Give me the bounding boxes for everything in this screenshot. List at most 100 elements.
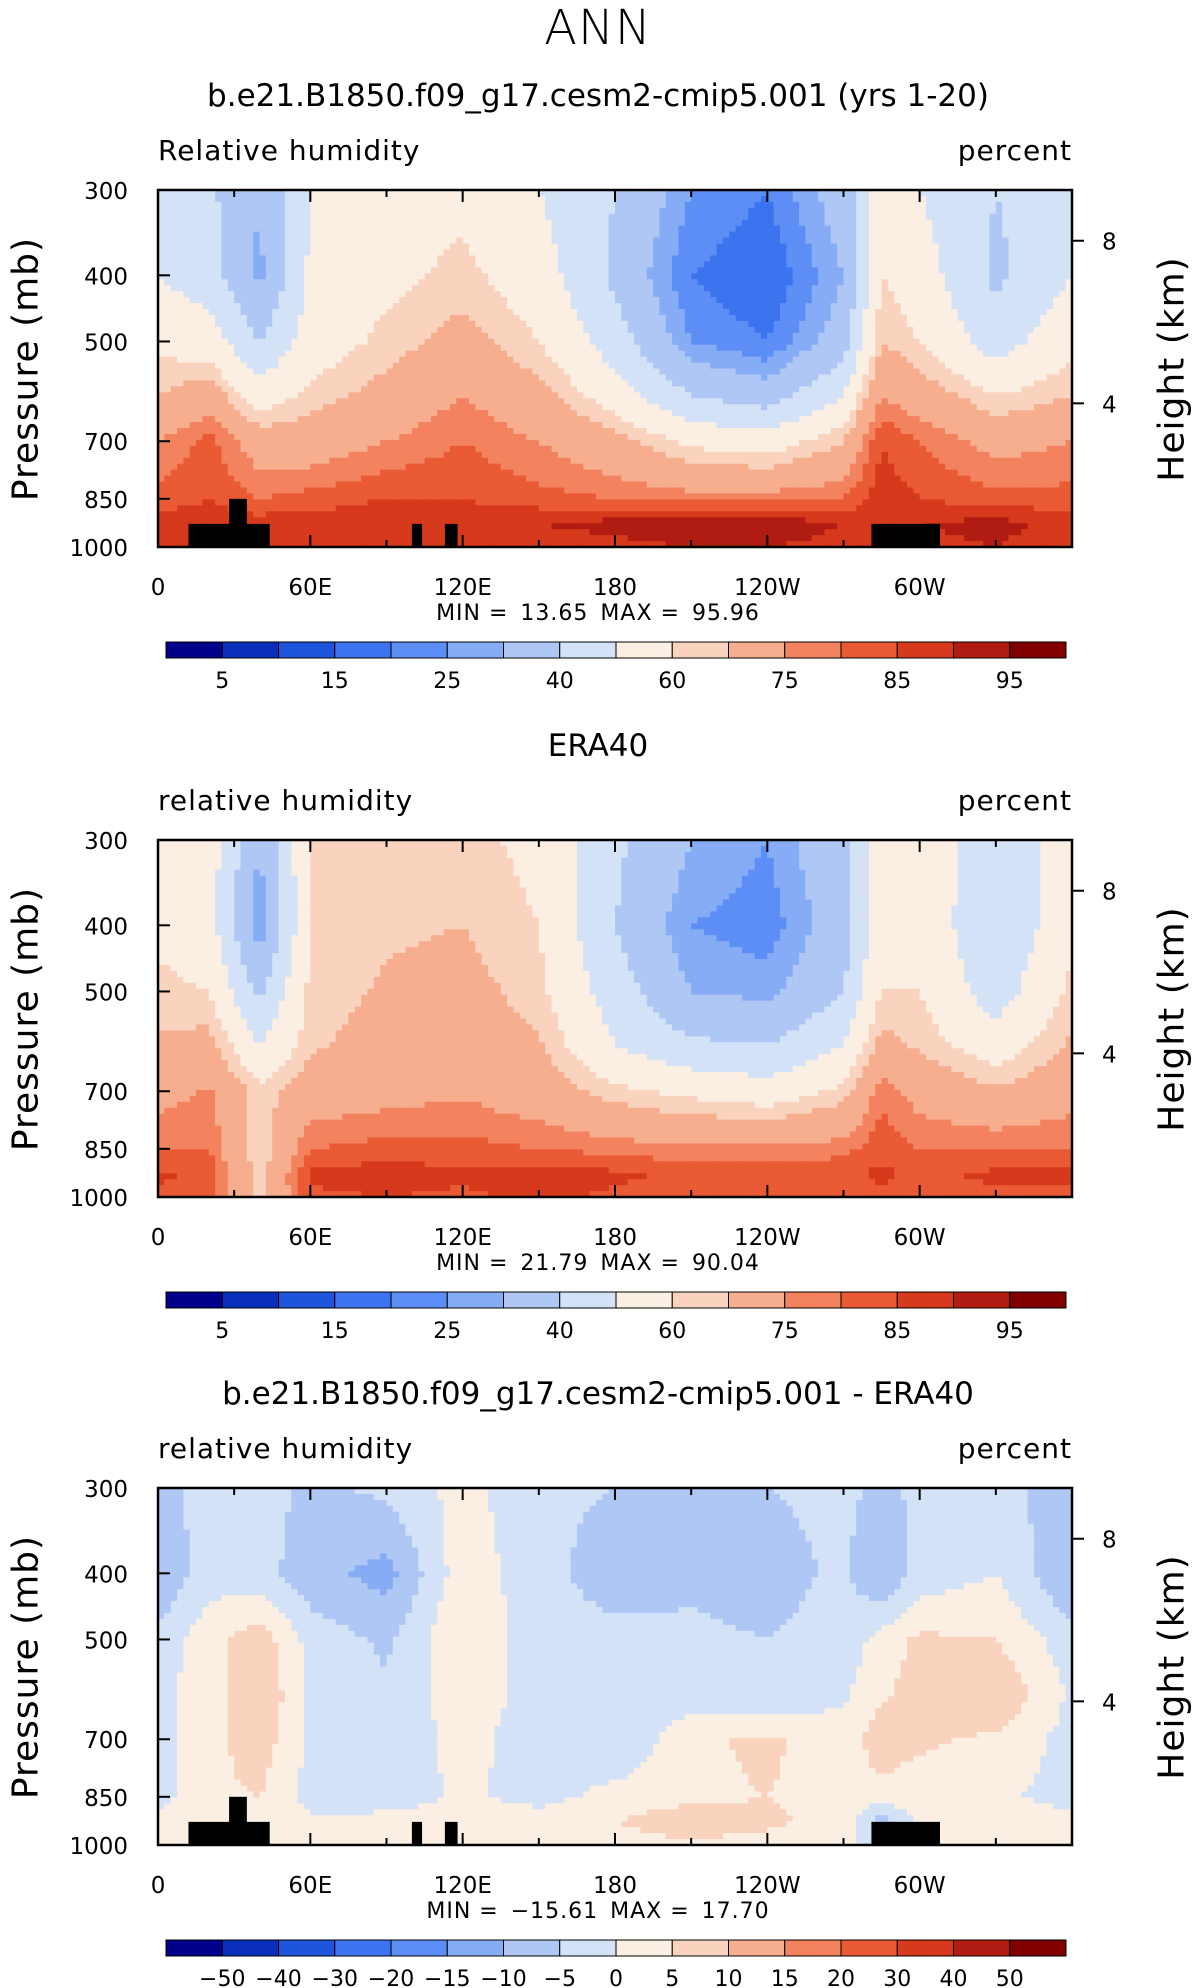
contour-cell [621, 201, 629, 209]
contour-cell [557, 386, 565, 393]
contour-cell [348, 410, 356, 417]
contour-cell [291, 517, 299, 524]
contour-cell [164, 219, 172, 227]
contour-cell [481, 428, 489, 435]
contour-cell [399, 267, 407, 274]
contour-cell [488, 445, 496, 453]
contour-cell [551, 517, 559, 524]
contour-cell [621, 231, 629, 239]
contour-cell [672, 499, 680, 506]
contour-cell [532, 207, 540, 215]
contour-cell [405, 249, 413, 257]
contour-cell [342, 362, 350, 370]
contour-cell [303, 285, 311, 292]
contour-cell [272, 541, 280, 548]
contour-cell [342, 428, 350, 435]
contour-cell [284, 487, 292, 495]
contour-cell [373, 511, 381, 518]
contour-cell [608, 422, 616, 429]
contour-cell [399, 273, 407, 280]
contour-cell [494, 273, 502, 280]
contour-cell [481, 368, 489, 376]
contour-cell [284, 213, 292, 221]
contour-cell [196, 362, 204, 370]
contour-cell [297, 261, 305, 268]
contour-cell [259, 404, 267, 411]
contour-cell [430, 195, 438, 203]
contour-cell [462, 291, 470, 298]
contour-cell [177, 231, 184, 239]
contour-cell [253, 190, 261, 197]
contour-cell [475, 523, 483, 530]
contour-cell [627, 469, 635, 477]
contour-cell [284, 201, 292, 209]
contour-cell [653, 231, 661, 239]
contour-cell [488, 362, 496, 370]
contour-cell [456, 374, 464, 381]
contour-cell [392, 428, 400, 435]
contour-cell [672, 493, 680, 500]
contour-cell [348, 225, 356, 233]
contour-cell [240, 451, 248, 459]
contour-cell [164, 285, 172, 292]
contour-cell [411, 404, 419, 411]
contour-cell [291, 332, 299, 340]
contour-cell [183, 219, 191, 227]
contour-cell [608, 487, 616, 495]
contour-cell [316, 255, 324, 262]
contour-cell [329, 487, 337, 495]
contour-cell [640, 249, 648, 257]
contour-cell [405, 481, 413, 489]
contour-cell [278, 511, 286, 518]
contour-cell [418, 344, 426, 352]
contour-cell [354, 374, 362, 381]
contour-cell [361, 451, 369, 459]
contour-cell [538, 219, 546, 227]
contour-cell [361, 433, 369, 441]
contour-cell [634, 368, 641, 376]
contour-cell [297, 475, 305, 483]
contour-cell [418, 416, 426, 423]
contour-cell [342, 326, 350, 334]
contour-cell [507, 457, 515, 465]
contour-cell [164, 368, 172, 376]
contour-cell [196, 493, 204, 500]
contour-cell [583, 398, 591, 405]
contour-cell [361, 523, 369, 530]
contour-cell [240, 219, 248, 227]
contour-cell [284, 529, 292, 536]
contour-cell [405, 439, 413, 447]
contour-cell [316, 201, 324, 209]
contour-cell [678, 386, 686, 393]
contour-cell [361, 410, 369, 417]
contour-cell [411, 433, 419, 441]
contour-cell [170, 475, 178, 483]
contour-cell [443, 237, 451, 245]
contour-cell [640, 297, 648, 304]
contour-cell [462, 499, 470, 506]
contour-cell [545, 273, 553, 280]
contour-cell [399, 481, 407, 489]
contour-cell [399, 320, 407, 328]
contour-cell [405, 225, 413, 233]
contour-cell [507, 445, 515, 453]
contour-cell [405, 332, 413, 340]
contour-cell [494, 523, 502, 530]
contour-cell [392, 326, 400, 334]
contour-cell [183, 511, 191, 518]
contour-cell [246, 487, 254, 495]
contour-cell [329, 219, 337, 227]
contour-cell [576, 410, 584, 417]
contour-cell [443, 285, 451, 292]
contour-cell [208, 303, 216, 310]
contour-cell [526, 243, 534, 251]
contour-cell [538, 439, 546, 447]
contour-cell [246, 314, 254, 322]
contour-cell [589, 297, 597, 304]
contour-cell [310, 279, 318, 286]
contour-cell [608, 303, 616, 310]
contour-cell [265, 273, 273, 280]
contour-cell [373, 374, 381, 381]
contour-cell [570, 404, 578, 411]
contour-cell [158, 237, 165, 245]
